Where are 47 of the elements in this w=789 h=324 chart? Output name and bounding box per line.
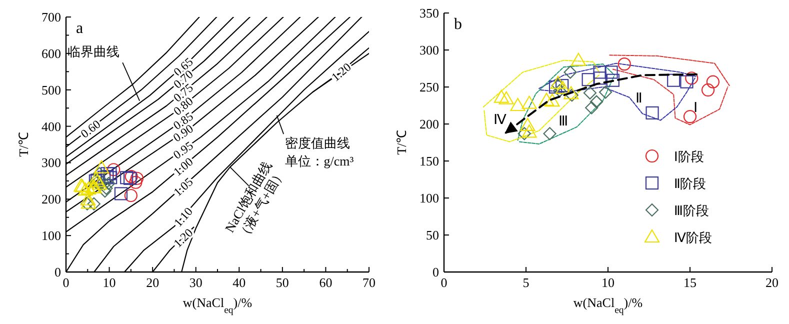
x-tick-label: 5 bbox=[522, 275, 530, 290]
y-tick-label: 0 bbox=[432, 264, 439, 280]
chart-title: b bbox=[454, 16, 462, 33]
text: 0.60 bbox=[78, 116, 104, 141]
y-tick-label: 100 bbox=[420, 190, 439, 206]
y-axis-title: T/℃ bbox=[16, 132, 31, 157]
legend-label: Ⅰ阶段 bbox=[674, 149, 704, 164]
x-tick-label: 10 bbox=[602, 275, 614, 290]
y-tick-label: 200 bbox=[420, 116, 439, 132]
annotation: Ⅳ bbox=[493, 112, 506, 128]
x-tick-label: 60 bbox=[319, 275, 332, 290]
annotation: Ⅲ bbox=[558, 114, 569, 130]
annotation: 临界曲线 bbox=[68, 44, 120, 59]
y-tick-label: 0 bbox=[54, 264, 61, 280]
annotation: Ⅰ bbox=[694, 100, 698, 116]
y-tick-label: 250 bbox=[420, 80, 439, 94]
text: 1.20 bbox=[328, 60, 354, 84]
legend-label: Ⅳ阶段 bbox=[674, 230, 712, 245]
y-axis-title: T/℃ bbox=[394, 130, 409, 155]
legend-label: Ⅱ阶段 bbox=[674, 176, 706, 191]
x-axis-title: w(NaCl$_{eq}$)/% bbox=[573, 295, 643, 316]
annotation: 密度值曲线 bbox=[284, 135, 350, 150]
x-tick-label: 10 bbox=[102, 275, 116, 290]
x-tick-label: 50 bbox=[276, 275, 289, 290]
y-tick-label: 600 bbox=[42, 46, 61, 61]
y-tick-label: 700 bbox=[42, 10, 61, 24]
x-tick-label: 70 bbox=[362, 275, 376, 290]
annotation: Ⅱ bbox=[636, 91, 643, 106]
y-tick-label: 500 bbox=[42, 82, 61, 98]
x-axis-title: w(NaCl$_{eq}$)/% bbox=[182, 295, 252, 316]
y-tick-label: 50 bbox=[426, 228, 439, 242]
y-tick-label: 350 bbox=[420, 6, 439, 20]
y-tick-label: 300 bbox=[42, 155, 61, 170]
chart-title: a bbox=[76, 20, 84, 37]
x-tick-label: 20 bbox=[766, 275, 778, 290]
legend-label: Ⅲ阶段 bbox=[674, 203, 709, 218]
y-tick-label: 300 bbox=[420, 42, 439, 58]
x-tick-label: 30 bbox=[189, 275, 202, 290]
text: 1.05 bbox=[170, 174, 196, 200]
y-tick-label: 100 bbox=[42, 228, 61, 244]
annotation: 单位：g/cm³ bbox=[284, 153, 354, 168]
y-tick-label: 200 bbox=[42, 192, 61, 207]
y-tick-label: 400 bbox=[42, 118, 61, 134]
x-tick-label: 20 bbox=[146, 275, 160, 290]
y-tick-label: 150 bbox=[420, 154, 439, 168]
x-tick-label: 40 bbox=[232, 275, 246, 290]
x-tick-label: 15 bbox=[684, 275, 696, 290]
